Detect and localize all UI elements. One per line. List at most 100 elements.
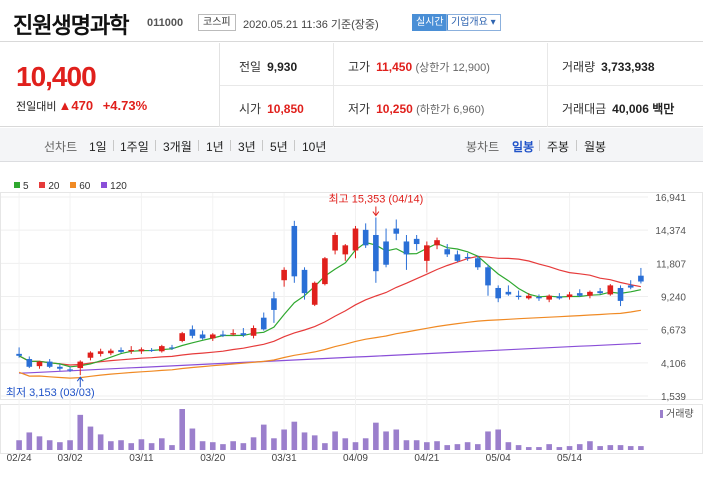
candle: [281, 267, 287, 287]
y-tick-label: 6,673: [661, 326, 686, 337]
candle: [301, 267, 308, 300]
candle: [505, 285, 512, 296]
candle: [148, 348, 155, 352]
period-monthly[interactable]: 월봉: [584, 140, 607, 154]
candle-body: [617, 287, 624, 301]
company-info-dropdown[interactable]: 기업개요 ▾: [446, 14, 501, 31]
candle-body: [587, 291, 593, 296]
candle-body: [342, 245, 349, 255]
legend-label: 60: [79, 181, 91, 192]
volume-bar: [434, 441, 440, 450]
stat-value: 3,733,938: [601, 60, 655, 74]
volume-bar: [525, 447, 532, 450]
candle: [454, 250, 461, 263]
candle: [87, 351, 94, 361]
candle-body: [26, 359, 33, 367]
candle-body: [36, 361, 43, 367]
candle: [57, 364, 63, 371]
candle-body: [566, 294, 573, 298]
candle: [403, 234, 410, 270]
stat-label: 저가: [348, 102, 371, 116]
chart-legend: 5 20 60 120: [14, 181, 135, 192]
stat-label: 시가: [239, 102, 262, 116]
candle-body: [597, 291, 603, 294]
stat-high: 고가 11,450 (상한가 12,900): [348, 58, 490, 75]
volume-bar: [373, 422, 379, 450]
candle-body: [16, 353, 22, 356]
candle: [169, 344, 175, 350]
volume-bar: [169, 445, 175, 450]
legend-item-ma5: 5: [14, 181, 29, 192]
volume-bar: [301, 432, 308, 450]
candle: [587, 290, 593, 299]
y-tick-label: 4,106: [661, 359, 686, 370]
candle: [332, 232, 338, 255]
x-tick-label: 03/20: [200, 453, 225, 464]
volume-bar: [138, 439, 145, 450]
period-1w[interactable]: 1주일: [120, 140, 149, 154]
volume-bar: [495, 429, 501, 450]
candle-body: [301, 269, 308, 294]
candle-chart-label: 봉차트: [466, 140, 500, 154]
candle: [159, 344, 165, 353]
candle-body: [57, 366, 63, 369]
candle-body: [260, 317, 267, 330]
realtime-badge[interactable]: 실시간: [412, 14, 448, 31]
volume-bar: [16, 440, 22, 450]
period-daily[interactable]: 일봉: [512, 140, 535, 154]
volume-bar: [199, 441, 206, 450]
candle: [291, 220, 298, 283]
candle-body: [393, 228, 400, 234]
candle-body: [77, 361, 84, 369]
volume-bar: [566, 446, 573, 450]
x-tick-label: 04/09: [343, 453, 368, 464]
period-1d[interactable]: 1일: [89, 140, 107, 154]
candle: [342, 244, 349, 261]
volume-bar: [546, 444, 552, 450]
chart-period-bar: 선차트 1일 1주일 3개월 1년 3년 5년 10년 봉차트 일봉 주봉 월봉: [0, 128, 703, 162]
period-1y[interactable]: 1년: [206, 140, 224, 154]
candle-body: [403, 241, 410, 255]
change-label: 전일대비: [16, 101, 57, 113]
divider: [113, 140, 114, 151]
candle-body: [108, 350, 114, 354]
volume-bar: [87, 426, 94, 450]
stat-amount: 거래대금 40,006 백만: [562, 100, 674, 117]
volume-bar: [322, 443, 328, 450]
candle-body: [209, 334, 216, 339]
candle-body: [159, 346, 165, 352]
period-weekly[interactable]: 주봉: [547, 140, 570, 154]
period-3m[interactable]: 3개월: [163, 140, 192, 154]
candle: [413, 234, 420, 251]
candle-body: [434, 240, 440, 246]
ma120-line: [19, 342, 641, 374]
candle: [464, 253, 471, 261]
candle: [199, 330, 206, 340]
company-info-label: 기업개요: [451, 17, 488, 28]
divider: [262, 140, 263, 151]
period-3y[interactable]: 3년: [238, 140, 256, 154]
volume-bar: [67, 440, 73, 450]
candlestick-chart[interactable]: 16,941 14,374 11,807 9,240 6,673 4,106 1,539 02…: [0, 163, 703, 483]
legend-label: 120: [110, 181, 127, 192]
candle: [352, 225, 359, 259]
change-rate: +4.73%: [102, 98, 148, 113]
candle-body: [67, 369, 73, 371]
candle-body: [97, 351, 104, 354]
volume-bar: [556, 447, 563, 450]
volume-bar: [505, 442, 512, 450]
low-arrow-icon: [76, 376, 84, 388]
candle: [362, 223, 369, 248]
x-tick-label: 05/14: [557, 453, 582, 464]
candle-body: [505, 291, 512, 295]
stat-label: 고가: [348, 60, 371, 74]
candle-body: [311, 282, 318, 305]
period-5y[interactable]: 5년: [270, 140, 288, 154]
stock-code: 011000: [147, 17, 184, 29]
period-10y[interactable]: 10년: [302, 140, 327, 154]
legend-item-ma20: 20: [39, 181, 59, 192]
high-annotation: 최고 15,353 (04/14): [328, 193, 423, 206]
volume-bar: [597, 446, 603, 450]
candle: [617, 285, 624, 307]
candle-body: [485, 267, 491, 286]
